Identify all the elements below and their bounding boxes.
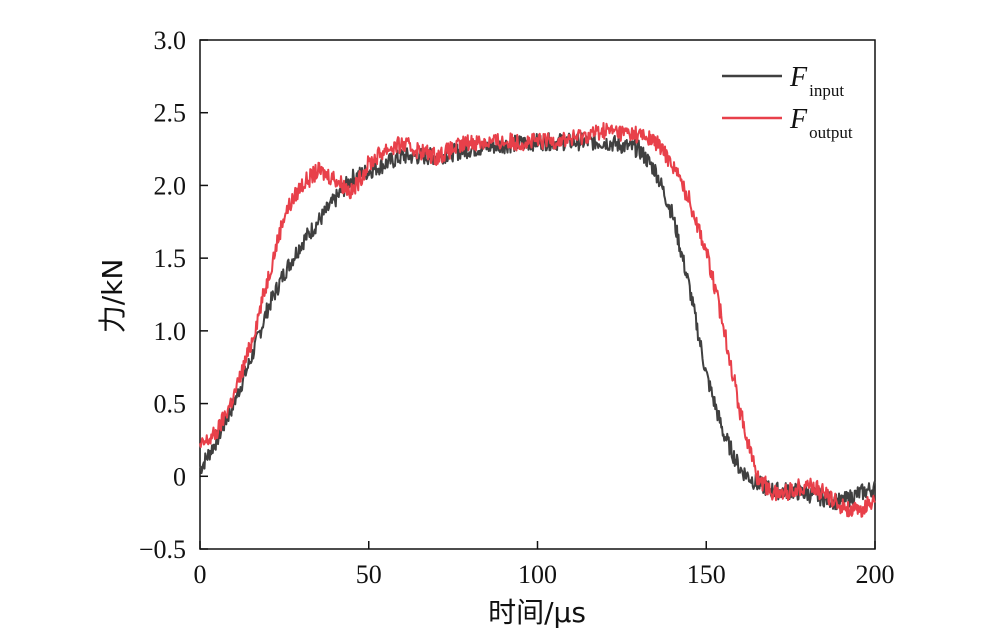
- y-tick-label: 2.0: [154, 171, 187, 200]
- y-tick-label: −0.5: [139, 535, 186, 564]
- y-axis-label: 力/kN: [96, 259, 129, 334]
- x-tick-label: 200: [856, 560, 895, 589]
- y-tick-label: 1.0: [154, 317, 187, 346]
- x-tick-label: 50: [356, 560, 382, 589]
- y-tick-label: 2.5: [154, 99, 187, 128]
- legend-name-input: F: [789, 62, 808, 93]
- legend-subscript-input: input: [809, 81, 844, 100]
- y-tick-label: 3.0: [154, 26, 187, 55]
- plot-frame: [199, 39, 876, 550]
- x-axis-label: 时间/μs: [488, 596, 586, 629]
- y-tick-label: 0.5: [154, 390, 187, 419]
- y-ticks: −0.5 0 0.5 1.0 1.5 2.0 2.5 3.0: [139, 26, 208, 564]
- legend-name-output: F: [789, 104, 808, 135]
- y-tick-label: 1.5: [154, 244, 187, 273]
- series-layer: [199, 121, 876, 518]
- series-line-output: [199, 121, 876, 518]
- x-tick-label: 100: [518, 560, 557, 589]
- y-tick-label: 0: [173, 462, 186, 491]
- x-tick-label: 150: [687, 560, 726, 589]
- x-tick-label: 0: [194, 560, 207, 589]
- legend-subscript-output: output: [809, 123, 853, 142]
- x-ticks: 0 50 100 150 200: [194, 541, 895, 589]
